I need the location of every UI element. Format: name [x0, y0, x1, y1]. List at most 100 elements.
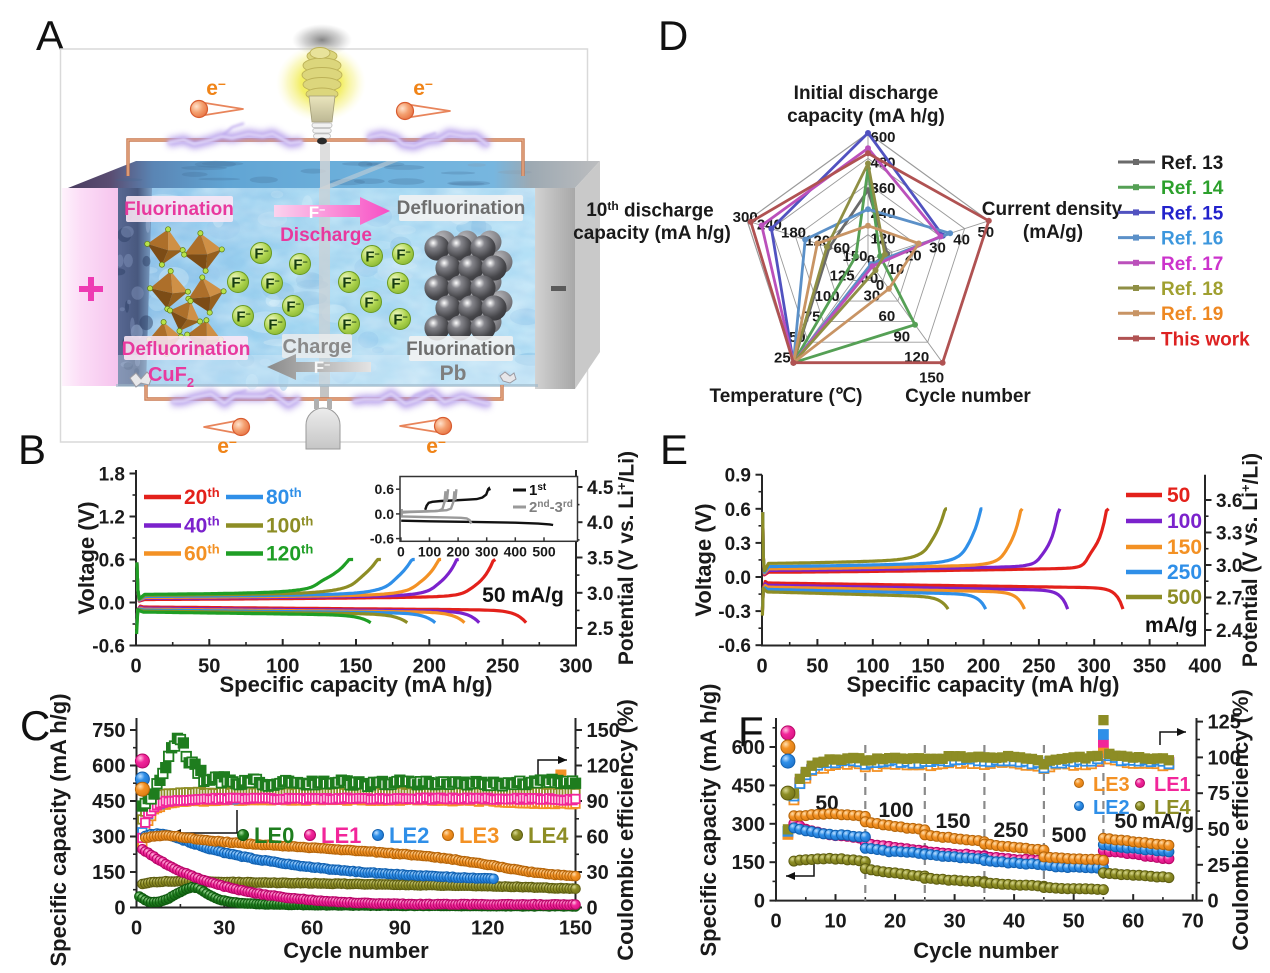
svg-text:B: B — [18, 426, 46, 473]
svg-text:100: 100 — [878, 799, 913, 822]
svg-text:0: 0 — [397, 543, 405, 559]
svg-text:e–: e– — [217, 433, 237, 458]
svg-text:300: 300 — [1078, 656, 1111, 678]
svg-text:20th: 20th — [184, 485, 220, 509]
svg-text:30: 30 — [943, 911, 965, 933]
svg-text:LE3: LE3 — [1093, 774, 1130, 796]
svg-text:90: 90 — [893, 329, 910, 346]
svg-text:Cycle number: Cycle number — [905, 386, 1031, 407]
svg-text:60: 60 — [301, 918, 323, 940]
svg-text:Coulombic efficiency (%): Coulombic efficiency (%) — [1228, 689, 1253, 951]
svg-text:Cycle number: Cycle number — [913, 938, 1059, 963]
svg-text:500: 500 — [1167, 586, 1202, 609]
svg-text:25: 25 — [1208, 855, 1230, 877]
svg-text:Specific capacity (mA h/g): Specific capacity (mA h/g) — [846, 672, 1119, 697]
svg-text:D: D — [658, 12, 688, 59]
svg-text:E: E — [660, 426, 688, 473]
svg-text:0.6: 0.6 — [725, 500, 751, 521]
svg-text:50: 50 — [198, 656, 220, 678]
svg-text:Ref. 18: Ref. 18 — [1161, 279, 1223, 300]
svg-text:120: 120 — [587, 756, 620, 778]
svg-text:3.3: 3.3 — [1216, 524, 1242, 545]
svg-text:LE4: LE4 — [1154, 797, 1192, 819]
svg-text:40: 40 — [953, 232, 970, 249]
svg-text:60: 60 — [1122, 911, 1144, 933]
svg-text:150: 150 — [919, 370, 944, 387]
svg-text:0.0: 0.0 — [725, 568, 751, 589]
svg-text:150: 150 — [559, 918, 592, 940]
svg-text:Discharge: Discharge — [280, 225, 372, 246]
svg-text:120th: 120th — [266, 542, 313, 566]
svg-text:Coulombic efficiency (%): Coulombic efficiency (%) — [613, 699, 638, 961]
svg-text:100: 100 — [1208, 747, 1241, 769]
svg-text:150: 150 — [935, 810, 970, 833]
svg-text:Temperature (℃): Temperature (℃) — [710, 386, 863, 407]
svg-text:Ref. 14: Ref. 14 — [1161, 178, 1224, 199]
svg-text:0: 0 — [754, 891, 765, 913]
svg-text:600: 600 — [92, 756, 125, 778]
svg-text:125: 125 — [830, 268, 855, 285]
svg-text:-0.3: -0.3 — [718, 602, 751, 623]
svg-text:200: 200 — [413, 656, 446, 678]
svg-text:500: 500 — [532, 543, 556, 559]
svg-text:400: 400 — [504, 543, 528, 559]
svg-text:50: 50 — [806, 656, 828, 678]
svg-text:250: 250 — [1167, 561, 1202, 584]
svg-text:90: 90 — [389, 918, 411, 940]
svg-text:60: 60 — [587, 827, 609, 849]
svg-text:mA/g: mA/g — [1145, 614, 1198, 637]
svg-text:F: F — [738, 708, 764, 755]
svg-text:Ref. 17: Ref. 17 — [1161, 254, 1223, 275]
svg-text:LE3: LE3 — [459, 823, 499, 848]
svg-text:Current density: Current density — [982, 199, 1123, 220]
svg-text:0: 0 — [130, 656, 141, 678]
svg-text:150: 150 — [732, 852, 765, 874]
svg-text:Potential (V vs. Li+/Li): Potential (V vs. Li+/Li) — [614, 451, 638, 665]
svg-text:Initial discharge: Initial discharge — [794, 83, 939, 104]
svg-text:0: 0 — [131, 918, 142, 940]
svg-text:25: 25 — [774, 350, 791, 367]
svg-text:mA/g: mA/g — [1142, 810, 1195, 833]
svg-text:30: 30 — [929, 240, 946, 257]
svg-text:30: 30 — [587, 862, 609, 884]
svg-text:C: C — [20, 702, 50, 749]
svg-text:A: A — [36, 12, 64, 59]
svg-text:Fluorination: Fluorination — [406, 339, 516, 360]
svg-text:2nd-3rd: 2nd-3rd — [529, 499, 573, 516]
svg-text:500: 500 — [1051, 824, 1086, 847]
svg-text:Pb: Pb — [440, 362, 467, 385]
svg-text:40th: 40th — [184, 514, 220, 538]
svg-text:300: 300 — [732, 814, 765, 836]
svg-text:Fluorination: Fluorination — [124, 199, 234, 220]
svg-text:Ref. 15: Ref. 15 — [1161, 203, 1224, 224]
svg-text:450: 450 — [92, 791, 125, 813]
svg-text:300: 300 — [475, 543, 499, 559]
svg-text:250: 250 — [993, 819, 1028, 842]
svg-text:250: 250 — [486, 656, 519, 678]
svg-text:-0.6: -0.6 — [718, 636, 751, 657]
svg-text:90: 90 — [587, 791, 609, 813]
svg-text:-0.6: -0.6 — [370, 531, 394, 547]
svg-text:30: 30 — [213, 918, 235, 940]
svg-text:Defluorination: Defluorination — [122, 339, 251, 360]
svg-text:Potential (V vs. Li+/Li): Potential (V vs. Li+/Li) — [1238, 453, 1262, 667]
svg-text:0.6: 0.6 — [375, 481, 395, 497]
svg-text:LE1: LE1 — [321, 823, 361, 848]
svg-text:(mA/g): (mA/g) — [1023, 222, 1083, 243]
svg-text:This work: This work — [1161, 329, 1250, 350]
svg-text:120: 120 — [471, 918, 504, 940]
svg-text:50 mA/g: 50 mA/g — [482, 584, 564, 607]
svg-text:50: 50 — [1114, 810, 1137, 833]
svg-text:3.6: 3.6 — [1216, 491, 1242, 512]
svg-text:60: 60 — [833, 240, 850, 257]
svg-text:50: 50 — [1167, 484, 1190, 507]
svg-text:150: 150 — [911, 656, 944, 678]
svg-text:Ref. 19: Ref. 19 — [1161, 304, 1223, 325]
svg-text:0: 0 — [756, 656, 767, 678]
svg-text:e–: e– — [426, 433, 446, 458]
svg-text:capacity (mA h/g): capacity (mA h/g) — [573, 223, 731, 244]
svg-text:Ref. 13: Ref. 13 — [1161, 153, 1223, 174]
svg-text:1.2: 1.2 — [99, 508, 125, 529]
svg-text:50: 50 — [1063, 911, 1085, 933]
svg-text:100: 100 — [418, 543, 442, 559]
